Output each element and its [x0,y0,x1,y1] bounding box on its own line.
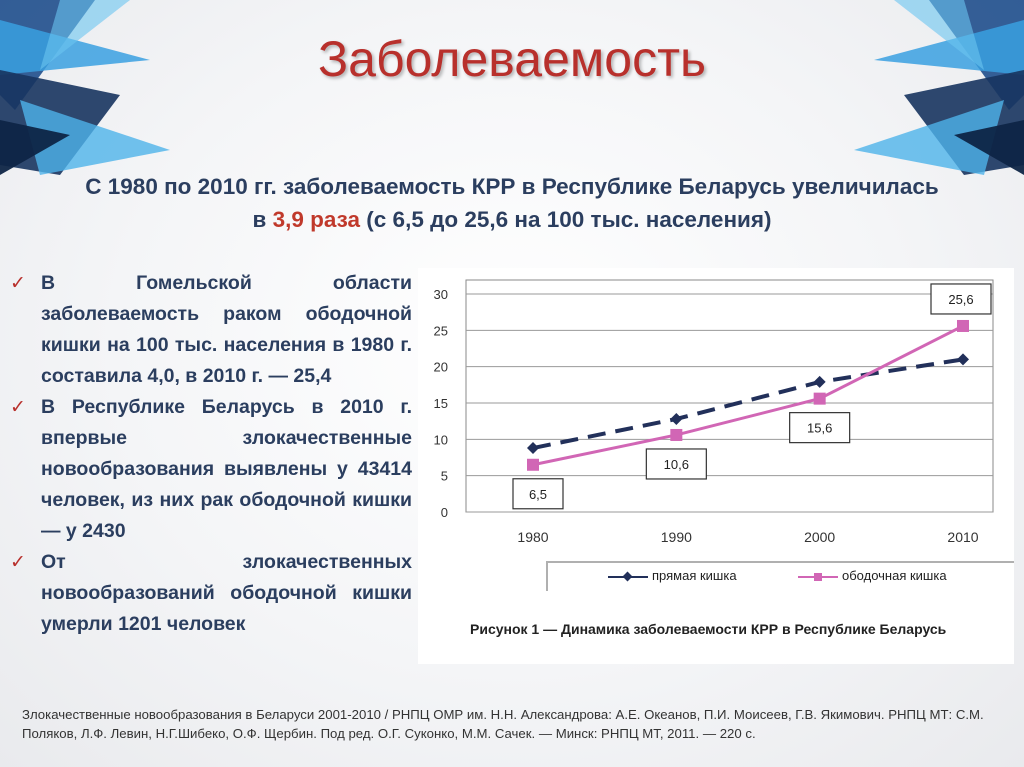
legend-label: прямая кишка [652,568,737,583]
legend-swatch-solid [798,571,838,583]
bullet-text: В Республике Беларусь в 2010 г. впервые … [41,396,412,542]
x-tick-label: 1990 [661,529,692,545]
checkmark-icon: ✓ [10,397,26,418]
figure-caption: Рисунок 1 — Динамика заболеваемости КРР … [470,621,947,637]
y-tick-label: 5 [441,469,448,484]
bullet-item: ✓ В Республике Беларусь в 2010 г. впервые… [10,392,412,547]
data-point-colon [670,428,683,441]
bullet-text: От злокачественных новообразований ободо… [41,551,412,635]
y-tick-label: 15 [434,396,448,411]
x-tick-label: 2010 [947,529,978,545]
y-tick-label: 10 [434,432,448,447]
data-label-box [930,283,992,315]
y-tick-label: 30 [434,287,448,302]
y-tick-label: 20 [434,360,448,375]
legend-swatch-dashed [608,571,648,583]
data-point-rectum [957,353,969,366]
checkmark-icon: ✓ [10,273,26,294]
series-line-rectum [532,357,964,451]
data-label-box [512,478,564,510]
x-tick-label: 1980 [517,529,548,545]
bullet-text: В Гомельской области заболеваемость рако… [41,272,412,387]
decorative-corner-left [0,0,170,175]
data-point-rectum [527,442,539,455]
data-label-box [645,448,707,480]
decorative-corner-right [854,0,1024,175]
data-point-colon [527,458,539,471]
chart-panel: 0 5 10 15 20 25 30 1980 1990 2000 2010 6,5 10,6 15,6 2… [418,268,1014,664]
slide-title: Заболеваемость [317,31,707,87]
bullet-item: ✓ От злокачественных новообразований обод… [10,547,412,640]
slide-subtitle: С 1980 по 2010 гг. заболеваемость КРР в … [80,170,944,236]
data-label-box [789,412,851,444]
legend-label: ободочная кишка [842,568,947,583]
data-label: 15,6 [807,421,832,436]
subtitle-highlight: 3,9 раза [272,207,361,232]
data-label: 6,5 [529,487,547,502]
y-tick-label: 25 [434,323,448,338]
chart-legend: прямая кишка ободочная кишка [546,561,1014,591]
y-tick-label: 0 [441,505,448,520]
data-point-colon [813,392,826,405]
series-line-colon [532,324,964,467]
source-citation: Злокачественные новообразования в Белару… [22,707,984,741]
subtitle-text-1: С 1980 по 2010 гг. заболеваемость КРР в … [85,174,939,232]
subtitle-text-2: (с 6,5 до 25,6 на 100 тыс. населения) [360,207,772,232]
legend-item-colon: ободочная кишка [798,568,947,583]
bullet-list: ✓ В Гомельской области заболеваемость рак… [10,268,412,640]
x-tick-label: 2000 [804,529,835,545]
legend-item-rectum: прямая кишка [608,568,737,583]
data-point-colon [957,319,969,332]
bullet-item: ✓ В Гомельской области заболеваемость рак… [10,268,412,392]
data-point-rectum [670,412,683,425]
line-chart: 0 5 10 15 20 25 30 1980 1990 2000 2010 6,5 10,6 15,6 2… [434,279,994,545]
data-point-rectum [813,375,826,388]
data-label: 10,6 [664,457,689,472]
plot-area-border [465,279,994,513]
checkmark-icon: ✓ [10,552,26,573]
data-label: 25,6 [948,292,973,307]
